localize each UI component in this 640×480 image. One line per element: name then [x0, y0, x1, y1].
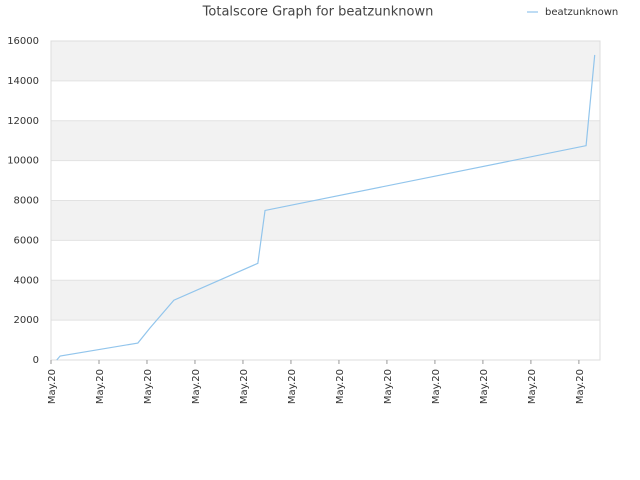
x-tick-label: May.20 — [191, 369, 202, 404]
x-tick-label: May.20 — [527, 369, 538, 404]
x-tick-label: May.20 — [335, 369, 346, 404]
y-tick-label: 14000 — [7, 76, 39, 87]
x-tick-label: May.20 — [47, 369, 58, 404]
y-tick-label: 2000 — [14, 315, 39, 326]
x-tick-label: May.20 — [575, 369, 586, 404]
chart-title: Totalscore Graph for beatzunknown — [202, 5, 434, 20]
plot-border — [50, 40, 601, 361]
x-tick-label: May.20 — [95, 369, 106, 404]
y-tick-label: 16000 — [7, 36, 39, 47]
y-tick-label: 12000 — [7, 116, 39, 127]
y-tick-label: 10000 — [7, 156, 39, 167]
x-tick-label: May.20 — [239, 369, 250, 404]
x-tick-label: May.20 — [383, 369, 394, 404]
y-tick-label: 8000 — [14, 196, 39, 207]
data-line — [56, 54, 596, 361]
grid-band — [51, 120, 600, 161]
grid-band — [51, 200, 600, 241]
y-tick-label: 6000 — [14, 235, 39, 246]
x-tick-label: May.20 — [287, 369, 298, 404]
grid-band — [51, 280, 600, 321]
x-tick-label: May.20 — [479, 369, 490, 404]
x-tick-label: May.20 — [143, 369, 154, 404]
grid-band — [51, 41, 600, 81]
y-tick-label: 0 — [33, 355, 39, 366]
x-tick-label: May.20 — [431, 369, 442, 404]
y-tick-label: 4000 — [14, 275, 39, 286]
legend-label: beatzunknown — [545, 7, 618, 18]
